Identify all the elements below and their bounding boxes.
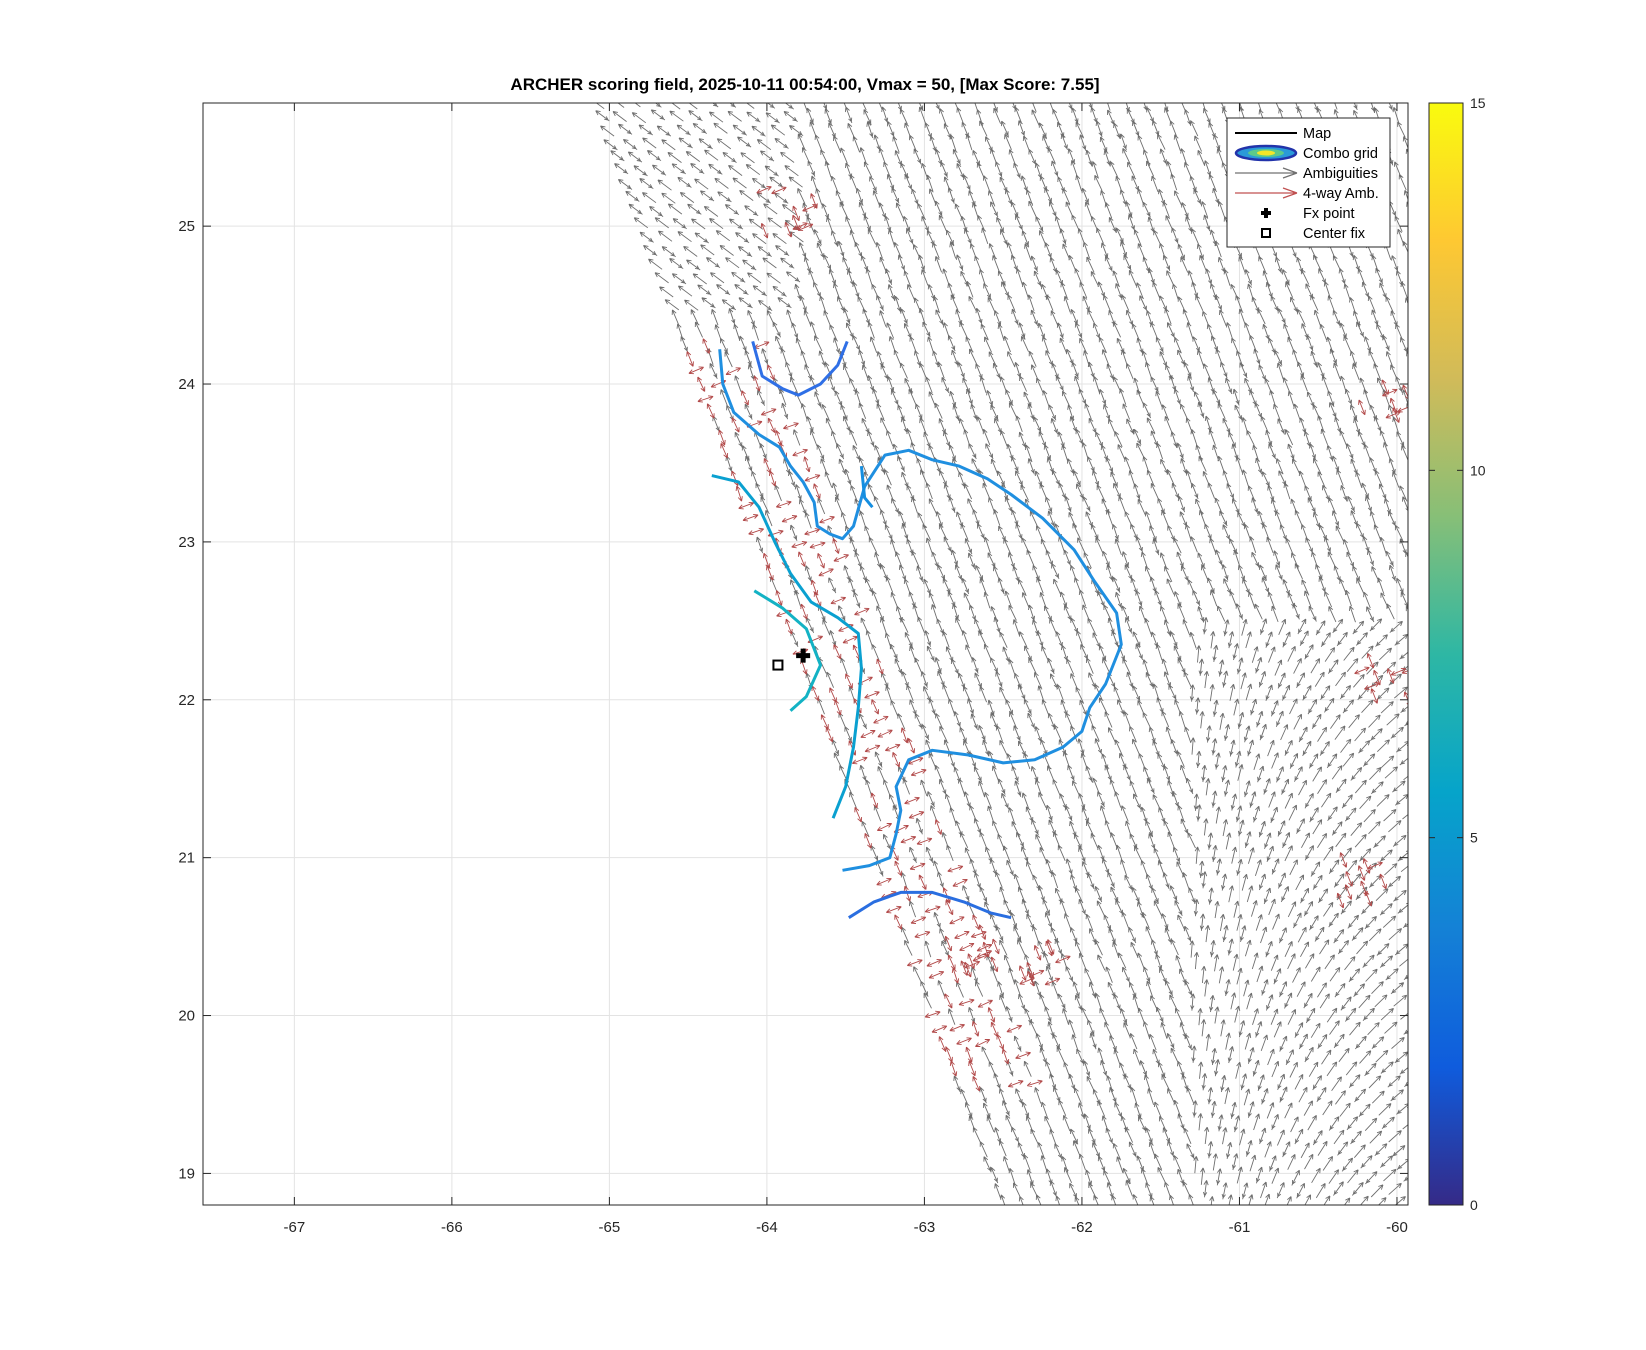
score-contour xyxy=(718,349,1123,872)
colorbar-tick-label: 15 xyxy=(1470,95,1486,111)
score-contour xyxy=(711,474,863,819)
y-tick-label: 20 xyxy=(178,1008,195,1025)
score-contour xyxy=(859,465,874,509)
score-contour xyxy=(848,890,1012,920)
x-tick-label: -61 xyxy=(1229,1219,1251,1236)
four-way-ambiguity-arrows xyxy=(686,185,1408,1092)
y-tick-label: 21 xyxy=(178,850,195,867)
x-tick-label: -65 xyxy=(599,1219,621,1236)
score-contour xyxy=(753,589,822,712)
y-tick-label: 24 xyxy=(178,376,195,393)
legend-label: Combo grid xyxy=(1303,146,1378,162)
y-tick-label: 22 xyxy=(178,692,195,709)
vector-field xyxy=(592,103,1408,1205)
y-tick-label: 23 xyxy=(178,534,195,551)
x-tick-label: -66 xyxy=(441,1219,463,1236)
fx-point-marker xyxy=(796,648,811,663)
x-tick-label: -62 xyxy=(1071,1219,1093,1236)
y-tick-label: 19 xyxy=(178,1165,195,1182)
grid-lines xyxy=(203,103,1408,1205)
x-tick-label: -64 xyxy=(756,1219,778,1236)
legend-combo-grid-core xyxy=(1257,150,1275,156)
colorbar-gradient xyxy=(1428,102,1464,1206)
legend-label: 4-way Amb. xyxy=(1303,186,1379,202)
colorbar-tick-label: 0 xyxy=(1470,1197,1478,1213)
legend-arrow xyxy=(1235,187,1298,199)
x-tick-label: -63 xyxy=(914,1219,936,1236)
legend-label: Fx point xyxy=(1303,206,1355,222)
y-tick-label: 25 xyxy=(178,218,195,235)
legend: Map Combo grid Ambiguities 4-way Amb. Fx poi… xyxy=(1226,117,1391,248)
legend-box xyxy=(1226,117,1391,248)
x-tick-label: -67 xyxy=(284,1219,306,1236)
contour-lines xyxy=(711,340,1123,920)
legend-center-fix xyxy=(1261,228,1271,238)
legend-fx-point xyxy=(1261,208,1271,218)
chart-title: ARCHER scoring field, 2025-10-11 00:54:0… xyxy=(510,75,1099,94)
score-contour xyxy=(751,340,849,397)
plot-border xyxy=(202,102,1409,1206)
legend-label: Center fix xyxy=(1303,226,1366,242)
fix-markers xyxy=(772,648,811,671)
legend-arrow xyxy=(1235,167,1298,179)
colorbar-tick-label: 10 xyxy=(1470,462,1486,478)
colorbar: 0 5 10 15 xyxy=(1428,95,1486,1213)
ambiguity-arrows xyxy=(592,103,1408,1205)
x-tick-label: -60 xyxy=(1386,1219,1408,1236)
legend-label: Ambiguities xyxy=(1303,166,1378,182)
axis-ticks: -67 -66 -65 -64 -63 -62 -61 -60 19 20 21 22 23 24 25 xyxy=(178,103,1408,1236)
colorbar-tick-label: 5 xyxy=(1470,830,1478,846)
legend-label: Map xyxy=(1303,126,1331,142)
center-fix-marker xyxy=(772,659,784,671)
